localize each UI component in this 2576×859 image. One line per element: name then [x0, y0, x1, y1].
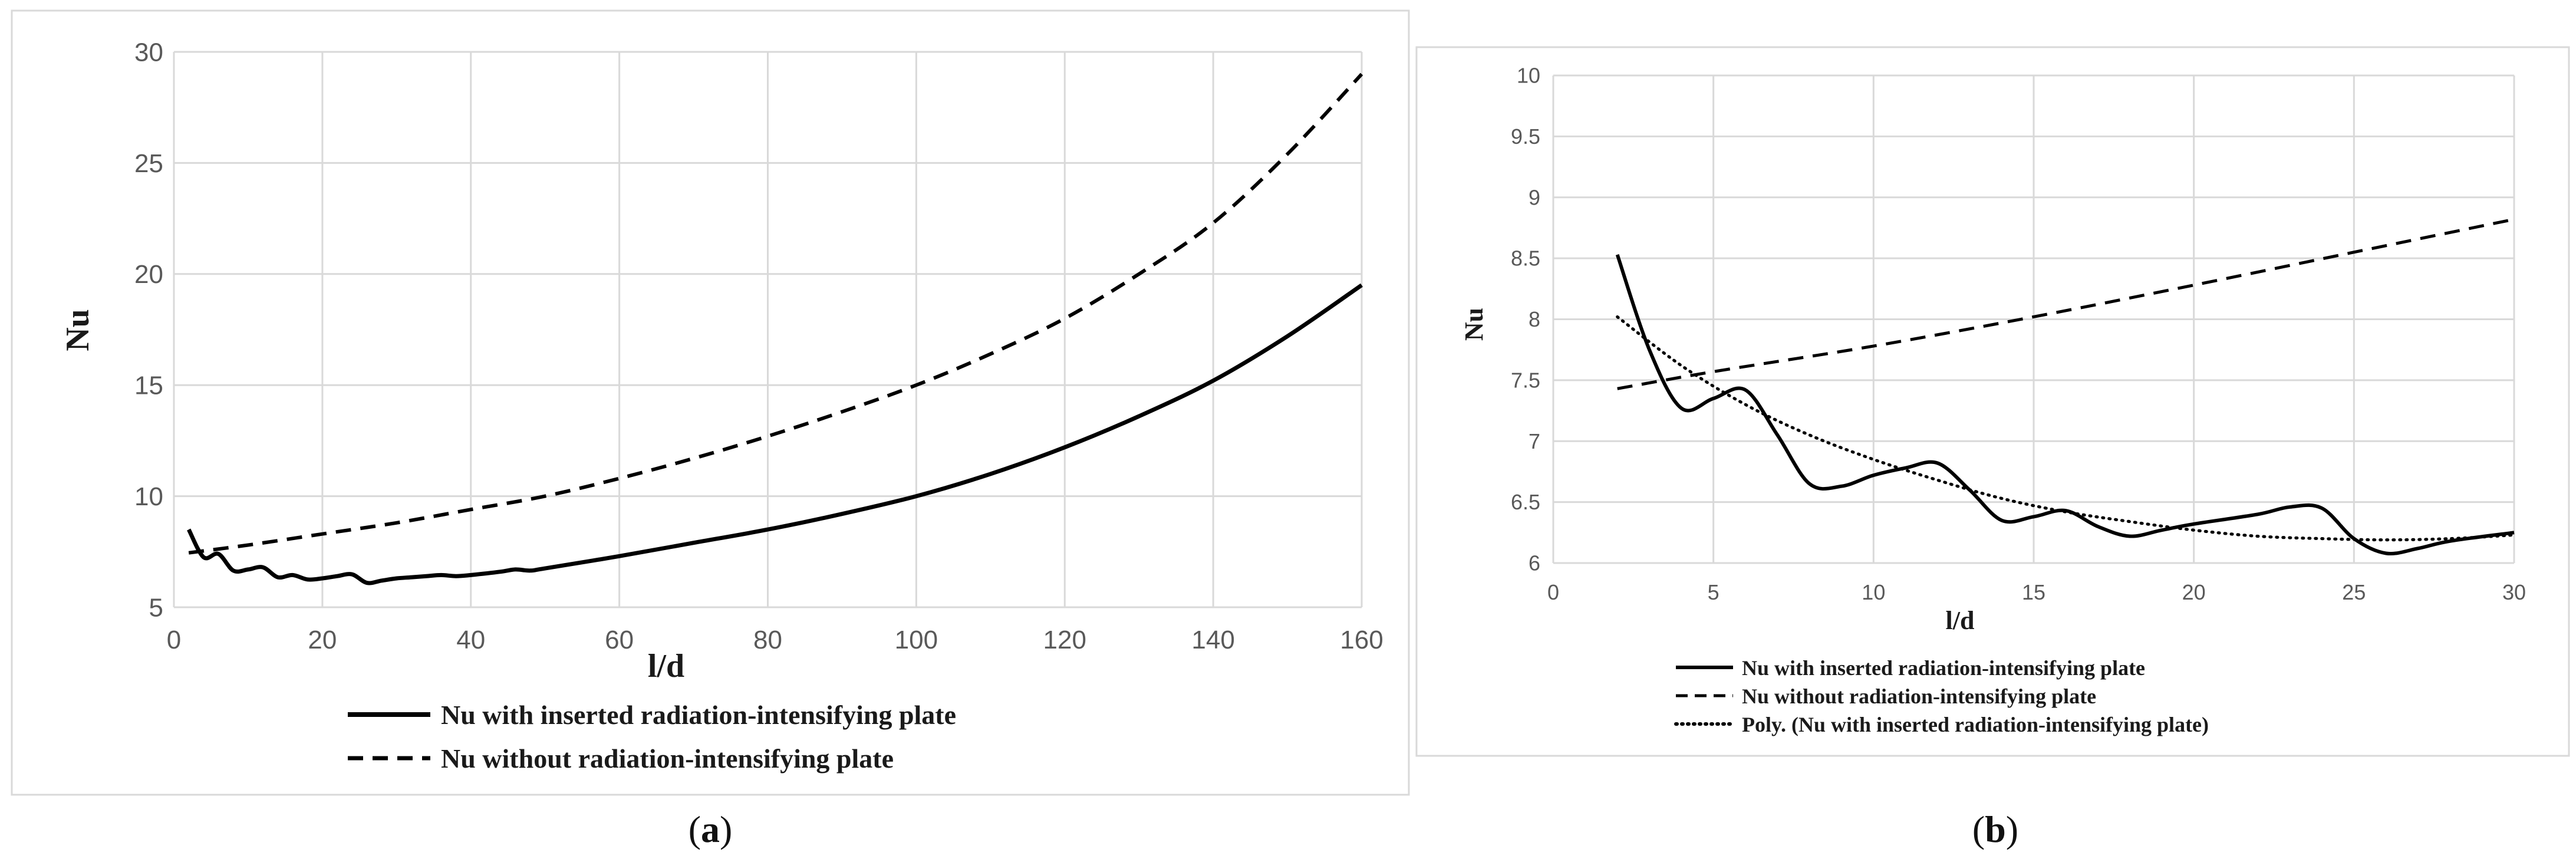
- panel-b-ytick-8: 10: [1517, 64, 1540, 88]
- panel-a-grid: [173, 51, 1363, 608]
- panel-b-caption: (b): [1972, 808, 2018, 850]
- panel-b-xtick-6: 30: [2502, 580, 2526, 604]
- panel-b-series-2-line: [1616, 315, 2516, 542]
- panel-b: 6 6.5 7 7.5 8 8.5 9 9.5 10 0 5 10 15 20 25 30 Nu l/d Nu…: [1415, 46, 2570, 850]
- panel-b-legend: Nu with inserted radiation-intensifying …: [1674, 656, 2209, 736]
- panel-b-legend-label-2: Poly. (Nu with inserted radiation-intens…: [1742, 713, 2209, 736]
- panel-b-ytick-6: 9: [1529, 185, 1540, 209]
- panel-a-xtick-4: 80: [753, 626, 782, 654]
- panel-a-legend-label-1: Nu without radiation-intensifying plate: [441, 743, 894, 774]
- panel-b-xtick-1: 5: [1708, 580, 1719, 604]
- panel-a-ytick-4: 25: [134, 149, 163, 178]
- panel-b-xtick-4: 20: [2182, 580, 2206, 604]
- panel-a-caption: (a): [689, 808, 733, 850]
- panel-a-ytick-5: 30: [134, 38, 163, 67]
- panel-b-series-0-line: [1615, 254, 2515, 556]
- panel-b-ytick-5: 8.5: [1511, 246, 1540, 271]
- panel-a-lines: [187, 73, 1363, 585]
- panel-b-legend-label-1: Nu without radiation-intensifying plate: [1742, 684, 2096, 708]
- panel-a-xtick-5: 100: [895, 626, 938, 654]
- panel-b-series-1-line: [1617, 218, 2515, 390]
- panel-b-xtick-2: 10: [1862, 580, 1885, 604]
- panel-b-ticks: 6 6.5 7 7.5 8 8.5 9 9.5 10 0 5 10 15 20 25 30: [1511, 64, 2526, 604]
- panel-a-xtick-3: 60: [605, 626, 634, 654]
- panel-a-xtick-2: 40: [456, 626, 485, 654]
- panel-b-frame: [1415, 46, 2570, 757]
- panel-b-ylabel: Nu: [1460, 308, 1488, 341]
- panel-b-grid: [1552, 74, 2515, 564]
- panel-a-xtick-6: 120: [1043, 626, 1086, 654]
- panel-a-ytick-0: 5: [149, 593, 163, 622]
- panel-a-xtick-1: 20: [308, 626, 337, 654]
- panel-a-ytick-3: 20: [134, 260, 163, 289]
- panel-a-series-1-line: [188, 73, 1363, 555]
- panel-a-ytick-2: 15: [134, 371, 163, 400]
- panel-a-frame: [11, 9, 1410, 796]
- panel-a-ylabel: Nu: [60, 309, 96, 351]
- panel-a-series-0-line: [187, 283, 1363, 585]
- panel-a-xtick-7: 140: [1191, 626, 1234, 654]
- panel-a-ytick-1: 10: [134, 482, 163, 511]
- panel-b-ytick-2: 7: [1529, 429, 1540, 453]
- panel-b-lines: [1615, 218, 2516, 556]
- panel-b-xlabel: l/d: [1946, 606, 1975, 635]
- panel-b-ytick-7: 9.5: [1511, 124, 1540, 149]
- panel-a-legend-label-0: Nu with inserted radiation-intensifying …: [441, 700, 956, 730]
- panel-a-ticks: 5 10 15 20 25 30 0 20 40 60 80 100 120 140 160: [134, 38, 1383, 654]
- panel-b-ytick-3: 7.5: [1511, 368, 1540, 392]
- panel-b-legend-label-0: Nu with inserted radiation-intensifying …: [1742, 656, 2145, 680]
- panel-a-xtick-0: 0: [167, 626, 181, 654]
- panel-b-xtick-5: 25: [2342, 580, 2366, 604]
- panel-a-legend: Nu with inserted radiation-intensifying …: [348, 700, 956, 774]
- panel-b-ytick-1: 6.5: [1511, 490, 1540, 514]
- panel-b-xtick-0: 0: [1547, 580, 1559, 604]
- panel-a-xtick-8: 160: [1340, 626, 1383, 654]
- panel-a-xlabel: l/d: [648, 648, 684, 684]
- panel-b-ytick-0: 6: [1529, 551, 1540, 575]
- panel-b-ytick-4: 8: [1529, 307, 1540, 331]
- panel-b-xtick-3: 15: [2022, 580, 2045, 604]
